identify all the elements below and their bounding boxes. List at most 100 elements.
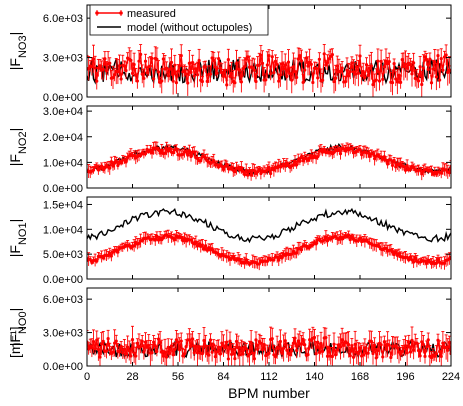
legend-measured-marker [95,11,99,15]
measured-point [438,78,442,82]
y-tick-label: 6.0e+03 [43,294,83,306]
measured-point [152,340,156,344]
measured-point [192,150,196,154]
measured-point [330,52,334,57]
measured-point [358,54,362,58]
measured-point [244,257,248,262]
measured-point [267,165,271,170]
measured-point [142,76,146,81]
measured-point [399,161,403,166]
measured-point [275,255,279,259]
measured-point [418,354,422,358]
measured-point [186,153,190,157]
measured-point [208,338,213,342]
measured-point [122,64,126,68]
measured-point [338,152,343,156]
measured-point [155,234,159,238]
measured-point [101,339,105,343]
measured-point [306,353,310,357]
measured-point [265,168,269,172]
measured-point [191,61,195,65]
measured-point [325,354,330,358]
measured-point [153,238,157,242]
measured-point [366,351,370,355]
measured-point [186,81,190,85]
measured-point [189,70,193,75]
measured-point [394,250,398,254]
measured-point [251,66,255,70]
measured-point [225,162,229,166]
measured-point [238,353,242,357]
measured-point [147,343,151,348]
measured-point [139,344,143,349]
measured-point [412,260,416,264]
measured-point [324,63,328,67]
measured-point [343,80,347,84]
measured-point [311,80,315,85]
x-tick-label: 224 [442,371,460,383]
x-tick-label: 168 [351,371,369,383]
measured-point [273,354,278,359]
measured-point [280,256,284,260]
measured-point [312,335,317,340]
measured-point [285,161,289,165]
measured-point [228,339,232,343]
measured-point [163,350,167,354]
measured-point [418,65,422,69]
measured-point [174,80,178,85]
measured-point [332,79,336,84]
measured-point [213,65,217,69]
legend-box [89,4,269,36]
measured-point [390,250,395,254]
measured-point [335,348,339,352]
measured-point [161,354,165,358]
y-axis-label: |FNO3| [7,32,29,70]
measured-point [420,82,424,87]
measured-point [286,60,291,64]
measured-point [114,158,118,163]
measured-point [113,73,117,77]
measured-point [247,168,252,173]
measured-point [330,354,334,359]
measured-point [158,340,162,345]
measured-point [90,346,94,350]
measured-point [226,255,230,259]
measured-point [132,351,136,355]
measured-point [387,60,391,64]
measured-point [283,63,287,67]
measured-point [433,60,437,64]
measured-point [218,352,222,356]
measured-point [322,148,326,152]
measured-point [182,352,187,356]
measured-point [423,354,427,359]
measured-point [243,65,247,69]
measured-point [397,251,401,256]
measured-point [238,68,242,72]
measured-point [174,338,178,342]
measured-point [243,172,247,177]
measured-point [252,169,256,173]
measured-point [423,55,427,59]
measured-point [152,77,156,81]
measured-point [143,152,148,156]
measured-point [246,55,250,59]
measured-point [210,246,214,251]
measured-point [119,344,123,348]
measured-point [230,71,234,75]
measured-point [134,73,138,77]
measured-point [124,352,128,356]
measured-point [220,164,224,168]
x-tick-label: 0 [84,371,90,383]
measured-point [121,351,125,355]
measured-point [231,255,235,259]
y-tick-label: 2.0e+04 [43,132,83,144]
measured-point [399,352,403,356]
measured-point [111,164,115,168]
measured-point [299,248,304,252]
measured-point [127,243,131,247]
measured-point [189,238,193,242]
measured-point [260,347,265,352]
measured-point [412,61,416,65]
measured-point [234,61,239,66]
measured-point [260,61,265,66]
